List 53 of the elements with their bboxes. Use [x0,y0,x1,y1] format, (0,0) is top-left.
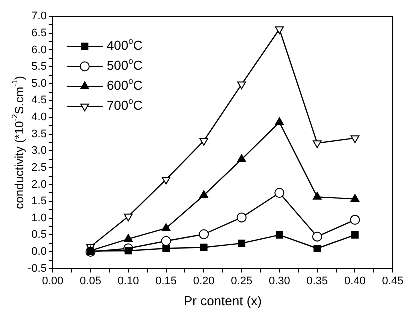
x-tick-label: 0.25 [231,275,253,288]
point [350,215,360,226]
point [124,214,133,222]
y-tick-label: 1.5 [32,196,47,208]
point [124,247,132,255]
point [237,82,246,90]
x-tick-label: 0.15 [156,275,178,288]
point [312,232,322,242]
y-tick-label: 1.0 [32,212,47,224]
point [236,212,247,223]
point [124,234,133,242]
point [313,140,322,148]
x-tick-label: 0.35 [306,275,328,288]
x-tick-label: 0.30 [268,275,290,288]
point [161,236,172,246]
y-tick-label: 0.5 [32,229,47,242]
x-tick-label: 0.05 [80,275,102,288]
point [237,154,246,162]
y-tick-label: 4.5 [32,94,47,107]
y-tick-label: 6.0 [32,44,47,56]
y-tick-label: 3.5 [32,128,47,140]
x-axis-title: Pr content (x) [184,294,262,309]
text: 0.00 [42,275,64,288]
x-tick-label: 0.45 [382,275,404,288]
y-tick-label: 4.0 [32,112,47,124]
point [162,223,171,232]
point [275,26,284,34]
point [276,231,284,239]
point [274,188,285,198]
point [200,138,208,146]
y-tick-label: 5.5 [32,61,47,74]
point [313,192,322,200]
point [162,176,171,185]
x-tick-label: 0.10 [118,275,140,288]
point [314,244,322,252]
y-tick-label: 5.0 [32,78,47,90]
point [350,194,360,202]
x-tick-label: 0.40 [344,275,366,288]
point [200,190,208,198]
point [352,231,359,239]
y-tick-label: 6.5 [32,27,47,40]
point [350,136,360,144]
point [199,230,210,240]
y-tick-label: 0.0 [32,246,47,258]
y-tick-label: -0.5 [28,262,47,275]
y-tick-label: 2.5 [32,162,47,174]
point [200,244,208,252]
point [162,244,170,252]
x-tick-label: 0.20 [193,275,215,288]
y-tick-label: 7.0 [32,10,47,23]
y-tick-label: 2.0 [32,178,47,191]
point [238,240,246,248]
y-tick-label: 3.0 [32,145,47,158]
